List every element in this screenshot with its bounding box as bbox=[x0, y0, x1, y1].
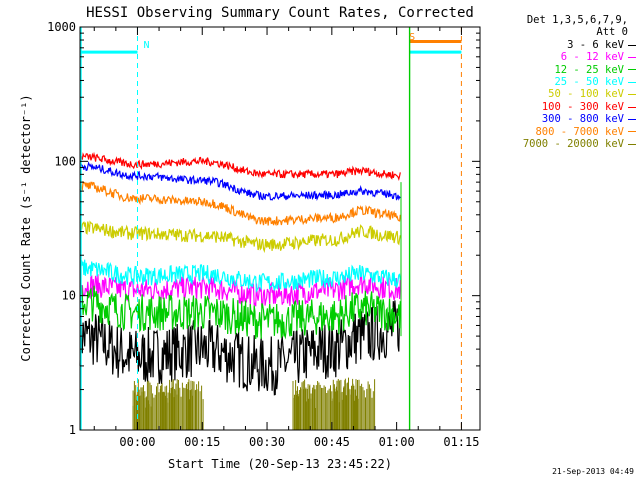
x-tick-label: 00:30 bbox=[249, 435, 285, 449]
plot-frame bbox=[79, 26, 481, 431]
x-tick-label: 00:45 bbox=[314, 435, 350, 449]
legend-swatch bbox=[628, 94, 636, 96]
series-line bbox=[79, 259, 401, 293]
series-12-25keV bbox=[79, 285, 401, 340]
legend-entry: 6 - 12 keV bbox=[484, 51, 636, 63]
legend-entry-label: 6 - 12 keV bbox=[560, 51, 624, 64]
legend-entry: 800 - 7000 keV bbox=[484, 126, 636, 138]
series-line bbox=[79, 151, 401, 181]
series-7000-20000keV bbox=[132, 377, 376, 430]
series-6-12keV bbox=[79, 272, 401, 308]
legend-entry: 100 - 300 keV bbox=[484, 101, 636, 113]
legend-entry: 25 - 50 keV bbox=[484, 76, 636, 88]
chart-title: HESSI Observing Summary Count Rates, Cor… bbox=[86, 5, 474, 21]
y-axis-label: Corrected Count Rate (s⁻¹ detector⁻¹) bbox=[19, 94, 33, 361]
x-tick-label: 00:15 bbox=[184, 435, 220, 449]
x-axis-label: Start Time (20-Sep-13 23:45:22) bbox=[168, 457, 392, 471]
y-tick-label: 1000 bbox=[47, 20, 76, 34]
series-line bbox=[79, 272, 401, 308]
legend-entry: 12 - 25 keV bbox=[484, 64, 636, 76]
series-100-300keV bbox=[79, 151, 401, 181]
legend-entry: 50 - 100 keV bbox=[484, 88, 636, 100]
x-tick-label: 00:00 bbox=[119, 435, 155, 449]
legend-swatch bbox=[628, 81, 636, 83]
series-line bbox=[79, 180, 401, 227]
series-line bbox=[79, 220, 401, 254]
x-tick-label: 01:00 bbox=[379, 435, 415, 449]
y-tick-label: 100 bbox=[54, 154, 76, 168]
series-300-800keV bbox=[79, 161, 401, 201]
legend-entry-label: 25 - 50 keV bbox=[554, 76, 624, 89]
legend-entry: 300 - 800 keV bbox=[484, 113, 636, 125]
legend-entry-label: 7000 - 20000 keV bbox=[522, 138, 624, 151]
timestamp: 21-Sep-2013 04:49 bbox=[552, 467, 634, 476]
legend-entry-label: 800 - 7000 keV bbox=[535, 125, 624, 138]
annotation-s: S bbox=[409, 32, 415, 43]
x-tick-label: 01:15 bbox=[443, 435, 479, 449]
legend-swatch bbox=[628, 106, 636, 108]
plot-area bbox=[80, 27, 480, 430]
legend-entry-label: 50 - 100 keV bbox=[548, 88, 624, 101]
series-3-6keV bbox=[79, 300, 401, 396]
legend-swatch bbox=[628, 131, 636, 133]
legend-entry: 3 - 6 keV bbox=[484, 39, 636, 51]
series-line bbox=[79, 285, 401, 340]
series-line bbox=[79, 300, 401, 396]
annotation-n: N bbox=[144, 40, 150, 51]
series-800-7000keV bbox=[79, 180, 401, 227]
series-25-50keV bbox=[79, 259, 401, 293]
legend-entry-label: 300 - 800 keV bbox=[541, 113, 624, 126]
legend-swatch bbox=[628, 118, 636, 120]
legend-swatch bbox=[628, 44, 636, 46]
legend-entry: 7000 - 20000 keV bbox=[484, 138, 636, 150]
legend-swatch bbox=[628, 56, 636, 58]
legend-header-line-2: Att 0 bbox=[596, 26, 628, 39]
legend-entry-label: 100 - 300 keV bbox=[541, 100, 624, 113]
legend-swatch bbox=[628, 69, 636, 71]
legend-header-line-1: Det 1,3,5,6,7,9, bbox=[526, 14, 628, 26]
y-tick-label: 10 bbox=[62, 289, 76, 303]
y-tick-label: 1 bbox=[69, 423, 76, 437]
legend-swatch bbox=[628, 143, 636, 145]
series-50-100keV bbox=[79, 220, 401, 254]
legend-entry-label: 12 - 25 keV bbox=[554, 63, 624, 76]
legend-entry-label: 3 - 6 keV bbox=[567, 38, 624, 51]
series-line bbox=[79, 161, 401, 201]
legend: Det 1,3,5,6,7,9, Att 0 3 - 6 keV 6 - 12 k… bbox=[484, 14, 636, 150]
